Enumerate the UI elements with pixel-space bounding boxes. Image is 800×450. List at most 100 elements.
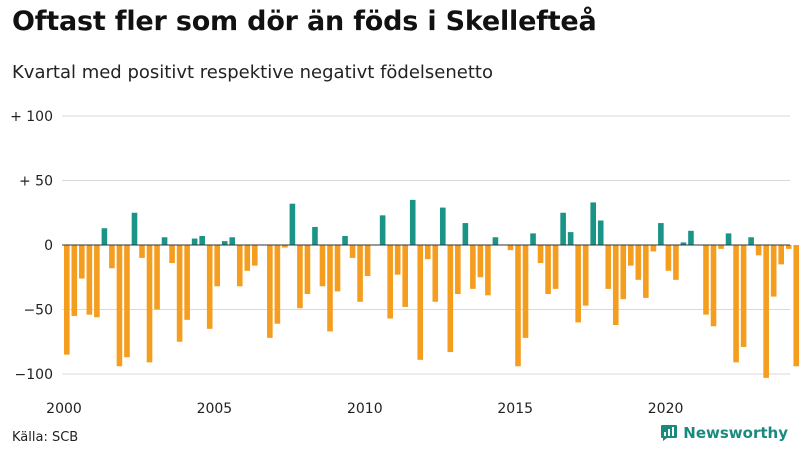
bar-positive <box>161 237 168 245</box>
bar-positive <box>658 223 664 245</box>
y-tick-label: + 100 <box>10 109 53 125</box>
bar-positive <box>199 235 205 245</box>
bar-chart-logo-icon <box>661 425 678 441</box>
bar-negative <box>364 245 371 276</box>
bar-negative <box>778 245 784 265</box>
bar-negative <box>785 245 792 249</box>
chart-subtitle: Kvartal med positivt respektive negativt… <box>12 62 493 83</box>
source-note: Källa: SCB <box>12 430 79 445</box>
bar-negative <box>139 245 145 258</box>
bar-positive <box>440 207 446 245</box>
bar-positive <box>101 228 108 245</box>
bar-positive <box>567 232 574 245</box>
x-tick-label: 2000 <box>46 401 82 417</box>
x-tick-label: 2020 <box>648 401 684 417</box>
bar-negative <box>424 245 431 260</box>
bar-negative <box>94 245 100 318</box>
bar-negative <box>582 245 589 306</box>
bar-negative <box>402 245 408 307</box>
bar-negative <box>740 245 747 347</box>
bar-negative <box>718 245 724 249</box>
bar-negative <box>643 245 649 298</box>
x-tick-label: 2015 <box>497 401 533 417</box>
newsworthy-logo[interactable]: Newsworthy <box>660 424 788 442</box>
bar-positive <box>688 230 694 245</box>
y-tick-label: −50 <box>23 303 53 319</box>
bar-negative <box>327 245 333 332</box>
grid-layer <box>62 115 790 375</box>
bar-positive <box>597 220 604 245</box>
bar-positive <box>492 237 499 245</box>
bar-negative <box>755 245 762 256</box>
bar-positive <box>409 199 416 245</box>
bar-negative <box>612 245 619 325</box>
bar-positive <box>560 212 566 245</box>
bar-positive <box>748 237 754 245</box>
bar-negative <box>304 245 311 295</box>
bar-negative <box>154 245 160 310</box>
bar-negative <box>447 245 454 353</box>
bar-negative <box>417 245 424 360</box>
bars-layer <box>64 199 800 378</box>
bar-positive <box>131 212 138 245</box>
bar-negative <box>485 245 491 296</box>
bar-positive <box>221 241 228 245</box>
bar-negative <box>703 245 709 315</box>
bar-negative <box>605 245 612 289</box>
bar-negative <box>710 245 717 327</box>
bar-negative <box>387 245 393 319</box>
bar-negative <box>244 245 251 271</box>
bar-chart: + 100 + 50 0 −50 −100 2000 2005 2010 2015 2020 <box>10 109 800 417</box>
bar-negative <box>470 245 476 289</box>
bar-negative <box>673 245 679 280</box>
bar-negative <box>184 245 190 320</box>
bar-negative <box>349 245 356 258</box>
bar-negative <box>507 245 514 251</box>
bar-negative <box>252 245 258 266</box>
bar-positive <box>462 223 469 245</box>
bar-negative <box>733 245 739 363</box>
bar-negative <box>552 245 559 289</box>
bar-negative <box>628 245 634 266</box>
x-tick-label: 2005 <box>197 401 233 417</box>
bar-negative <box>64 245 70 355</box>
bar-negative <box>432 245 439 302</box>
bar-positive <box>229 237 236 245</box>
bar-negative <box>763 245 769 378</box>
bar-negative <box>575 245 581 323</box>
bar-negative <box>394 245 401 275</box>
x-axis-ticks: 2000 2005 2010 2015 2020 <box>46 401 683 417</box>
bar-negative <box>319 245 326 287</box>
bar-negative <box>477 245 484 278</box>
brand-name: Newsworthy <box>683 424 788 442</box>
bar-positive <box>191 238 198 245</box>
bar-negative <box>770 245 777 297</box>
bar-positive <box>289 203 296 245</box>
bar-negative <box>297 245 303 309</box>
bar-negative <box>274 245 281 324</box>
bar-positive <box>680 242 687 245</box>
bar-negative <box>522 245 529 338</box>
bar-negative <box>537 245 544 264</box>
bar-negative <box>455 245 461 295</box>
bar-negative <box>515 245 521 367</box>
bar-positive <box>530 233 536 245</box>
bar-negative <box>214 245 220 287</box>
bar-negative <box>545 245 551 295</box>
y-axis-ticks: + 100 + 50 0 −50 −100 <box>10 109 53 383</box>
bar-positive <box>725 233 732 245</box>
bar-negative <box>116 245 123 367</box>
x-tick-label: 2010 <box>347 401 383 417</box>
bar-negative <box>109 245 115 269</box>
bar-negative <box>206 245 213 329</box>
bar-positive <box>590 202 596 245</box>
y-tick-label: + 50 <box>19 174 53 190</box>
bar-negative <box>267 245 273 338</box>
bar-negative <box>124 245 130 358</box>
bar-negative <box>236 245 243 287</box>
bar-negative <box>357 245 363 302</box>
bar-positive <box>379 215 386 245</box>
bar-negative <box>620 245 627 300</box>
bar-negative <box>334 245 341 292</box>
bar-negative <box>79 245 85 279</box>
